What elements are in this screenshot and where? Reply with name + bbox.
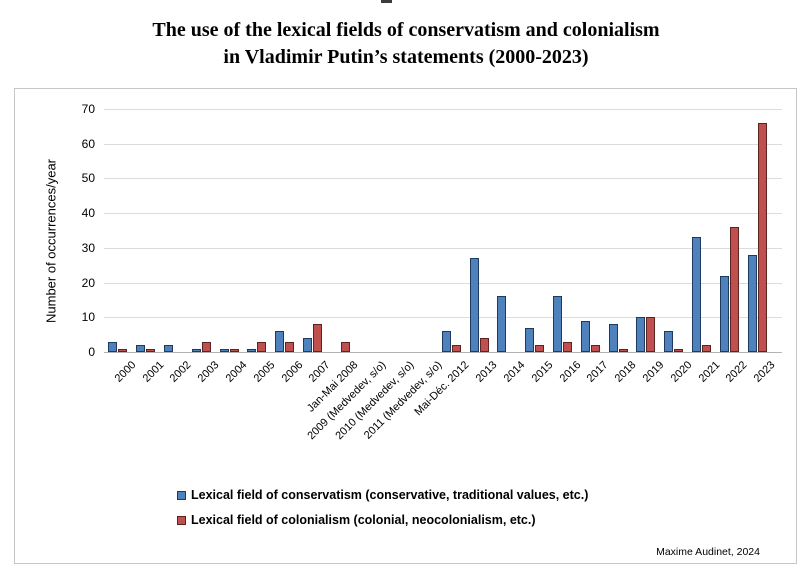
bar-conservatism-2018 (609, 324, 618, 352)
bar-conservatism-Mai-Déc. 2012 (442, 331, 451, 352)
chart-title-line-2: in Vladimir Putin’s statements (2000-202… (223, 46, 589, 68)
y-axis-tick-label: 40 (81, 206, 95, 220)
bar-conservatism-2021 (692, 237, 701, 352)
bar-colonialism-2004 (230, 349, 239, 352)
bar-colonialism-Mai-Déc. 2012 (452, 345, 461, 352)
bar-colonialism-2017 (591, 345, 600, 352)
bar-conservatism-2017 (581, 321, 590, 352)
bar-colonialism-2020 (674, 349, 683, 352)
bar-colonialism-2000 (118, 349, 127, 352)
bar-conservatism-2007 (303, 338, 312, 352)
y-axis-tick-label: 70 (81, 102, 95, 116)
gridline (104, 317, 782, 318)
bar-conservatism-2023 (748, 255, 757, 352)
y-axis-tick-label: 10 (81, 310, 95, 324)
y-axis-tick-label: 60 (81, 137, 95, 151)
y-axis-title: Number of occurrences/year (43, 158, 59, 324)
bar-conservatism-2006 (275, 331, 284, 352)
legend-label: Lexical field of conservatism (conservat… (191, 488, 589, 502)
bar-colonialism-2005 (257, 342, 266, 352)
bar-colonialism-2006 (285, 342, 294, 352)
bar-colonialism-2021 (702, 345, 711, 352)
bar-conservatism-2003 (192, 349, 201, 352)
bar-colonialism-2001 (146, 349, 155, 352)
bar-colonialism-2016 (563, 342, 572, 352)
gridline (104, 144, 782, 145)
bar-conservatism-2019 (636, 317, 645, 352)
cropped-text-artifact (381, 0, 392, 3)
gridline (104, 283, 782, 284)
bar-colonialism-2013 (480, 338, 489, 352)
bar-conservatism-2020 (664, 331, 673, 352)
legend-item-colonialism: Lexical field of colonialism (colonial, … (177, 513, 588, 528)
y-axis-tick-label: 20 (81, 276, 95, 290)
bar-conservatism-2001 (136, 345, 145, 352)
bar-conservatism-2022 (720, 276, 729, 352)
bar-conservatism-2000 (108, 342, 117, 352)
chart-title: The use of the lexical fields of conserv… (0, 17, 812, 71)
bar-colonialism-2023 (758, 123, 767, 352)
legend-marker-conservatism (177, 491, 186, 500)
bar-conservatism-2016 (553, 296, 562, 352)
bar-colonialism-2007 (313, 324, 322, 352)
bar-colonialism-Jan-Mai 2008 (341, 342, 350, 352)
bar-colonialism-2015 (535, 345, 544, 352)
legend-label: Lexical field of colonialism (colonial, … (191, 513, 536, 527)
bar-conservatism-2004 (220, 349, 229, 352)
bar-colonialism-2018 (619, 349, 628, 352)
x-axis-line (104, 352, 782, 353)
legend-item-conservatism: Lexical field of conservatism (conservat… (177, 488, 588, 503)
chart-title-line-1: The use of the lexical fields of conserv… (152, 19, 660, 41)
bar-colonialism-2019 (646, 317, 655, 352)
y-axis-tick-label: 30 (81, 241, 95, 255)
gridline (104, 109, 782, 110)
bar-colonialism-2022 (730, 227, 739, 352)
bar-conservatism-2005 (247, 349, 256, 352)
bar-conservatism-2014 (497, 296, 506, 352)
chart-area: Number of occurrences/year 0 10 20 30 40 50 60… (14, 88, 797, 564)
bar-conservatism-2002 (164, 345, 173, 352)
gridline (104, 178, 782, 179)
legend: Lexical field of conservatism (conservat… (177, 488, 588, 538)
bar-conservatism-2015 (525, 328, 534, 352)
attribution: Maxime Audinet, 2024 (656, 546, 760, 558)
y-axis-tick-label: 0 (88, 345, 95, 359)
bar-colonialism-2003 (202, 342, 211, 352)
gridline (104, 213, 782, 214)
y-axis-tick-label: 50 (81, 171, 95, 185)
legend-marker-colonialism (177, 516, 186, 525)
gridline (104, 248, 782, 249)
bar-conservatism-2013 (470, 258, 479, 352)
